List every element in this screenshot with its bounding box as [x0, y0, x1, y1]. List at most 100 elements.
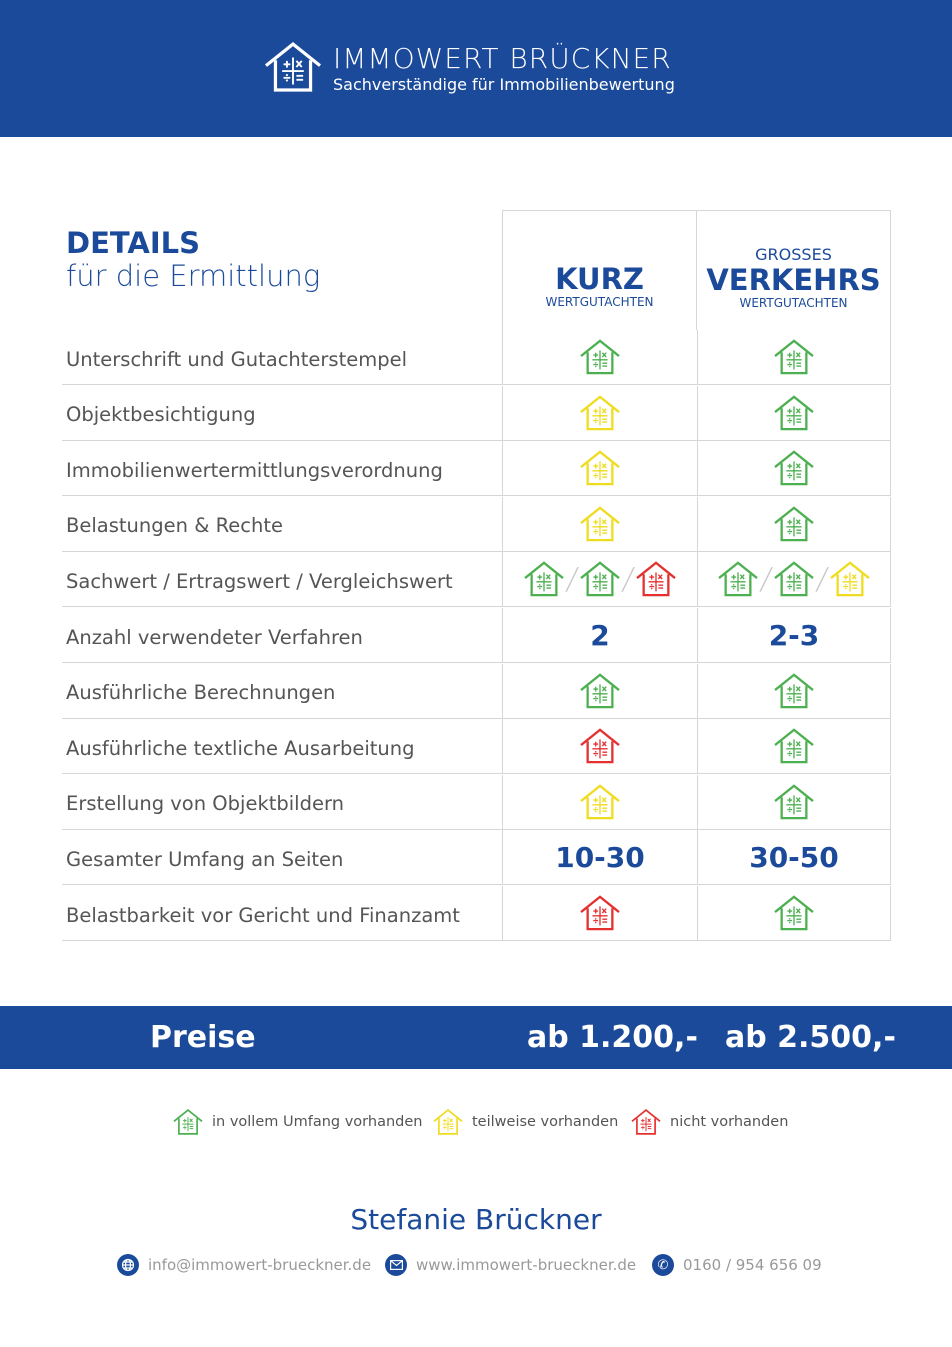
row-label: Objektbesichtigung — [66, 403, 256, 427]
cell-verkehrs — [697, 774, 891, 829]
house-green-icon — [773, 505, 815, 543]
row-label: Erstellung von Objektbildern — [66, 792, 344, 816]
column-suffix: WERTGUTACHTEN — [739, 296, 848, 310]
brand-tagline: Sachverständige für Immobilienbewertung — [333, 75, 675, 94]
contact-phone[interactable]: ✆ 0160 / 954 656 09 — [652, 1254, 822, 1276]
envelope-icon — [385, 1254, 407, 1276]
cell-verkehrs — [697, 330, 891, 384]
cell-kurz — [502, 496, 697, 551]
legend-item: in vollem Umfang vorhanden — [172, 1108, 422, 1136]
separator-slash: / — [619, 561, 637, 597]
cell-value: 2-3 — [768, 618, 820, 652]
cell-verkehrs — [697, 663, 891, 718]
house-green-icon — [523, 560, 565, 598]
column-prefix: GROSSES — [755, 245, 832, 264]
legend-label: in vollem Umfang vorhanden — [212, 1114, 423, 1130]
website-link[interactable]: www.immowert-brueckner.de — [416, 1256, 637, 1274]
separator-slash: / — [757, 561, 775, 597]
table-row: Objektbesichtigung — [62, 385, 891, 441]
house-green-icon — [773, 338, 815, 376]
cell-value: 30-50 — [749, 840, 839, 874]
house-yellow-icon — [579, 449, 621, 487]
house-red-icon — [630, 1108, 662, 1136]
table-row: Anzahl verwendeter Verfahren 2 2-3 — [62, 608, 891, 663]
house-green-icon — [579, 672, 621, 710]
row-label: Immobilienwertermittlungsverordnung — [66, 458, 443, 482]
column-header-kurz: KURZ WERTGUTACHTEN — [502, 210, 697, 330]
cell-kurz — [502, 441, 697, 496]
house-green-icon — [773, 560, 815, 598]
house-green-icon — [773, 449, 815, 487]
cell-kurz — [502, 774, 697, 829]
legend-item: nicht vorhanden — [630, 1108, 788, 1136]
column-name: KURZ — [555, 262, 644, 296]
cell-verkehrs — [697, 385, 891, 440]
cell-verkehrs: 2-3 — [697, 608, 891, 662]
table-row: Unterschrift und Gutachterstempel — [62, 330, 891, 385]
house-yellow-icon — [579, 783, 621, 821]
cell-verkehrs — [697, 719, 891, 774]
legend-label: nicht vorhanden — [670, 1114, 789, 1130]
column-name: VERKEHRS — [706, 263, 881, 297]
cell-kurz — [502, 330, 697, 384]
contact-web[interactable]: www.immowert-brueckner.de — [385, 1254, 636, 1276]
house-yellow-icon — [579, 505, 621, 543]
house-green-icon — [717, 560, 759, 598]
prices-bar: Preise ab 1.200,- ab 2.500,- — [0, 1006, 952, 1069]
house-green-icon — [773, 783, 815, 821]
house-yellow-icon — [579, 394, 621, 432]
house-green-icon — [579, 338, 621, 376]
table-row: Erstellung von Objektbildern — [62, 774, 891, 830]
house-green-icon — [773, 894, 815, 932]
row-label: Gesamter Umfang an Seiten — [66, 847, 344, 871]
contact-name: Stefanie Brückner — [350, 1203, 602, 1236]
cell-verkehrs — [697, 441, 891, 496]
house-green-icon — [579, 560, 621, 598]
house-red-icon — [579, 727, 621, 765]
separator-slash: / — [813, 561, 831, 597]
cell-kurz — [502, 663, 697, 718]
row-label: Sachwert / Ertragswert / Vergleichswert — [66, 569, 453, 593]
table-row: Belastbarkeit vor Gericht und Finanzamt — [62, 886, 891, 941]
column-suffix: WERTGUTACHTEN — [545, 295, 654, 309]
house-green-icon — [773, 394, 815, 432]
cell-verkehrs: 30-50 — [697, 830, 891, 885]
details-title: DETAILS — [66, 226, 201, 260]
table-row: Ausführliche textliche Ausarbeitung — [62, 719, 891, 775]
table-row: Gesamter Umfang an Seiten 10-30 30-50 — [62, 830, 891, 886]
house-yellow-icon — [829, 560, 871, 598]
house-red-icon — [635, 560, 677, 598]
legend-label: teilweise vorhanden — [472, 1114, 619, 1130]
row-label: Unterschrift und Gutachterstempel — [66, 347, 408, 371]
cell-kurz — [502, 385, 697, 440]
row-label: Anzahl verwendeter Verfahren — [66, 625, 363, 649]
contact-email[interactable]: info@immowert-brueckner.de — [117, 1254, 371, 1276]
email-link[interactable]: info@immowert-brueckner.de — [148, 1256, 372, 1274]
table-row: Ausführliche Berechnungen — [62, 663, 891, 719]
cell-kurz: 10-30 — [502, 830, 697, 885]
price-kurz: ab 1.200,- — [527, 1020, 698, 1055]
cell-value: 2 — [590, 618, 610, 652]
globe-icon — [117, 1254, 139, 1276]
header: IMMOWERT BRÜCKNER Sachverständige für Im… — [0, 0, 952, 137]
house-green-icon — [773, 727, 815, 765]
row-label: Ausführliche textliche Ausarbeitung — [66, 736, 415, 760]
table-row: Belastungen & Rechte — [62, 496, 891, 552]
row-label: Belastungen & Rechte — [66, 514, 283, 538]
cell-kurz — [502, 719, 697, 774]
price-verkehrs: ab 2.500,- — [725, 1020, 896, 1055]
cell-kurz: 2 — [502, 608, 697, 662]
cell-kurz — [502, 886, 697, 940]
phone-number[interactable]: 0160 / 954 656 09 — [683, 1256, 822, 1274]
phone-icon: ✆ — [652, 1254, 674, 1276]
house-green-icon — [773, 672, 815, 710]
cell-verkehrs: / / — [697, 552, 891, 607]
table-row: Immobilienwertermittlungsverordnung — [62, 441, 891, 497]
logo-house-icon — [262, 40, 324, 94]
separator-slash: / — [563, 561, 581, 597]
row-label: Ausführliche Berechnungen — [66, 681, 336, 705]
row-label: Belastbarkeit vor Gericht und Finanzamt — [66, 903, 460, 927]
prices-label: Preise — [150, 1020, 256, 1055]
house-green-icon — [172, 1108, 204, 1136]
column-header-verkehrs: GROSSES VERKEHRS WERTGUTACHTEN — [696, 210, 891, 330]
